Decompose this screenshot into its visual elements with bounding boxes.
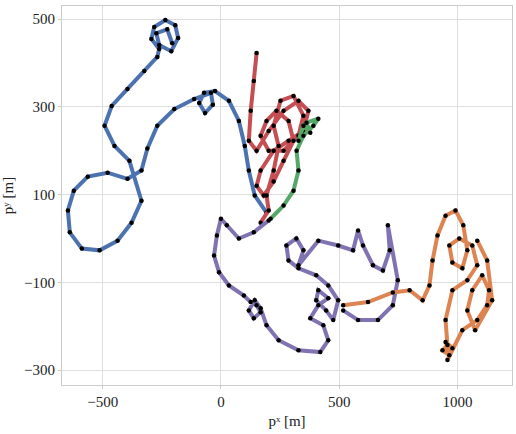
- svg-text:pʸ [m]: pʸ [m]: [0, 177, 16, 214]
- svg-text:300: 300: [33, 99, 56, 115]
- svg-text:500: 500: [328, 394, 351, 410]
- svg-text:−500: −500: [87, 394, 118, 410]
- svg-text:500: 500: [33, 11, 56, 27]
- svg-text:100: 100: [33, 187, 56, 203]
- svg-text:0: 0: [217, 394, 225, 410]
- svg-text:−100: −100: [24, 275, 55, 291]
- svg-text:−300: −300: [24, 362, 55, 378]
- svg-text:1000: 1000: [442, 394, 472, 410]
- svg-text:pˣ [m]: pˣ [m]: [268, 413, 305, 429]
